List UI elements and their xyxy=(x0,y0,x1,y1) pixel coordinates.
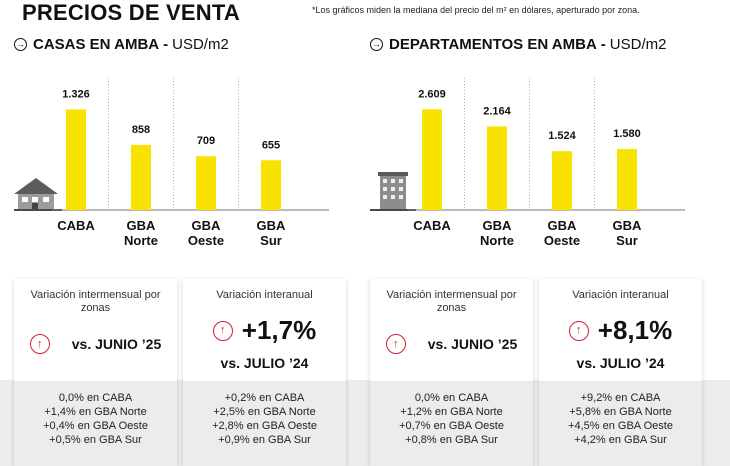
card-line: 0,0% en CABA xyxy=(414,392,489,404)
deptos-bar-2 xyxy=(552,151,572,210)
building-icon xyxy=(370,172,416,211)
casas-unit: USD/m2 xyxy=(172,36,229,53)
casas-value-label-3: 655 xyxy=(262,139,280,151)
card-vs: vs. JULIO ’24 xyxy=(220,355,309,371)
deptos-bar-1 xyxy=(487,126,507,210)
title-separator: - xyxy=(600,36,606,53)
card-vs: vs. JULIO ’24 xyxy=(576,355,665,371)
arrow-up-icon: ↑ xyxy=(212,320,233,341)
arrow-right-icon: → xyxy=(14,38,27,51)
card-line: +2,5% en GBA Norte xyxy=(213,406,316,418)
card-line: +0,5% en GBA Sur xyxy=(49,434,142,446)
arrow-up-icon: ↑ xyxy=(568,320,589,341)
deptos-bar-3 xyxy=(617,149,637,210)
casas-value-label-1: 858 xyxy=(132,124,150,136)
card-line: +5,8% en GBA Norte xyxy=(569,406,672,418)
casas-category-label-0: CABA xyxy=(57,218,95,233)
casas-value-label-2: 709 xyxy=(197,135,215,147)
page-title: PRECIOS DE VENTA xyxy=(22,0,240,25)
casas-category-label-2: GBA Oeste xyxy=(188,218,224,248)
departamentos-section-title: → DEPARTAMENTOS EN AMBA - USD/m2 xyxy=(370,36,666,53)
footnote: *Los gráficos miden la mediana del preci… xyxy=(312,5,640,15)
deptos-value-label-1: 2.164 xyxy=(483,105,511,117)
card-line: +9,2% en CABA xyxy=(580,392,661,404)
card-line: +1,2% en GBA Norte xyxy=(400,406,503,418)
card-line: +0,4% en GBA Oeste xyxy=(43,420,148,432)
card-label: Variación interanual xyxy=(572,289,669,301)
card-vs: vs. JUNIO ’25 xyxy=(427,336,518,352)
casas-chart: 1.326 CABA 858 GBA Norte 709 GBA Oeste 655 GBA Sur xyxy=(14,70,334,260)
casas-value-label-0: 1.326 xyxy=(62,88,90,100)
casas-bar-chart: 1.326 CABA 858 GBA Norte 709 GBA Oeste 655 GBA Sur xyxy=(14,78,329,248)
arrow-up-icon: ↑ xyxy=(29,334,50,354)
casas-bar-1 xyxy=(131,144,151,210)
casas-bar-0 xyxy=(66,109,86,210)
deptos-category-label-2: GBA Oeste xyxy=(544,218,580,248)
departamentos-bar-chart: 2.609 CABA 2.164 GBA Norte 1.524 GBA Oeste 1.580… xyxy=(370,78,685,248)
arrow-right-icon: → xyxy=(370,38,383,51)
deptos-category-label-1: GBA Norte xyxy=(480,218,514,248)
card-label: Variación intermensual por zonas xyxy=(30,289,161,314)
casas-category-label-3: GBA Sur xyxy=(257,218,287,248)
card-value: +1,7% xyxy=(241,315,317,345)
card-line: +1,4% en GBA Norte xyxy=(44,406,147,418)
deptos-category-label-3: GBA Sur xyxy=(613,218,643,248)
house-icon xyxy=(14,178,62,211)
departamentos-chart: 2.609 CABA 2.164 GBA Norte 1.524 GBA Oeste 1.580… xyxy=(370,70,690,260)
card-line: +0,7% en GBA Oeste xyxy=(399,420,504,432)
casas-title-text: CASAS EN AMBA xyxy=(33,36,160,53)
card-line: +0,2% en CABA xyxy=(224,392,305,404)
casas-bar-3 xyxy=(261,160,281,210)
card-line: +0,8% en GBA Sur xyxy=(405,434,498,446)
card-line: +2,8% en GBA Oeste xyxy=(212,420,317,432)
card-casas-interanual: Variación interanual ↑ +1,7% vs. JULIO ’… xyxy=(183,279,346,466)
card-line: +0,9% en GBA Sur xyxy=(218,434,311,446)
card-departamentos-intermensual: Variación intermensual por zonas ↑ vs. J… xyxy=(370,279,533,466)
card-line: +4,2% en GBA Sur xyxy=(574,434,667,446)
deptos-value-label-2: 1.524 xyxy=(548,130,576,142)
departamentos-unit: USD/m2 xyxy=(609,36,667,53)
deptos-value-label-0: 2.609 xyxy=(418,88,446,100)
deptos-bar-0 xyxy=(422,109,442,210)
card-line: 0,0% en CABA xyxy=(58,392,133,404)
casas-section-title: → CASAS EN AMBA - USD/m2 xyxy=(14,36,229,53)
card-vs: vs. JUNIO ’25 xyxy=(71,336,162,352)
casas-bar-2 xyxy=(196,156,216,210)
casas-category-label-1: GBA Norte xyxy=(124,218,158,248)
deptos-category-label-0: CABA xyxy=(413,218,451,233)
card-label: Variación interanual xyxy=(216,289,313,301)
deptos-value-label-3: 1.580 xyxy=(613,128,641,140)
card-casas-intermensual: Variación intermensual por zonas ↑ vs. J… xyxy=(14,279,177,466)
title-separator: - xyxy=(163,36,169,53)
card-label: Variación intermensual por zonas xyxy=(386,289,517,314)
arrow-up-icon: ↑ xyxy=(385,334,406,354)
departamentos-title-text: DEPARTAMENTOS EN AMBA xyxy=(389,36,597,53)
card-value: +8,1% xyxy=(597,315,673,345)
card-line: +4,5% en GBA Oeste xyxy=(568,420,673,432)
card-departamentos-interanual: Variación interanual ↑ +8,1% vs. JULIO ’… xyxy=(539,279,702,466)
